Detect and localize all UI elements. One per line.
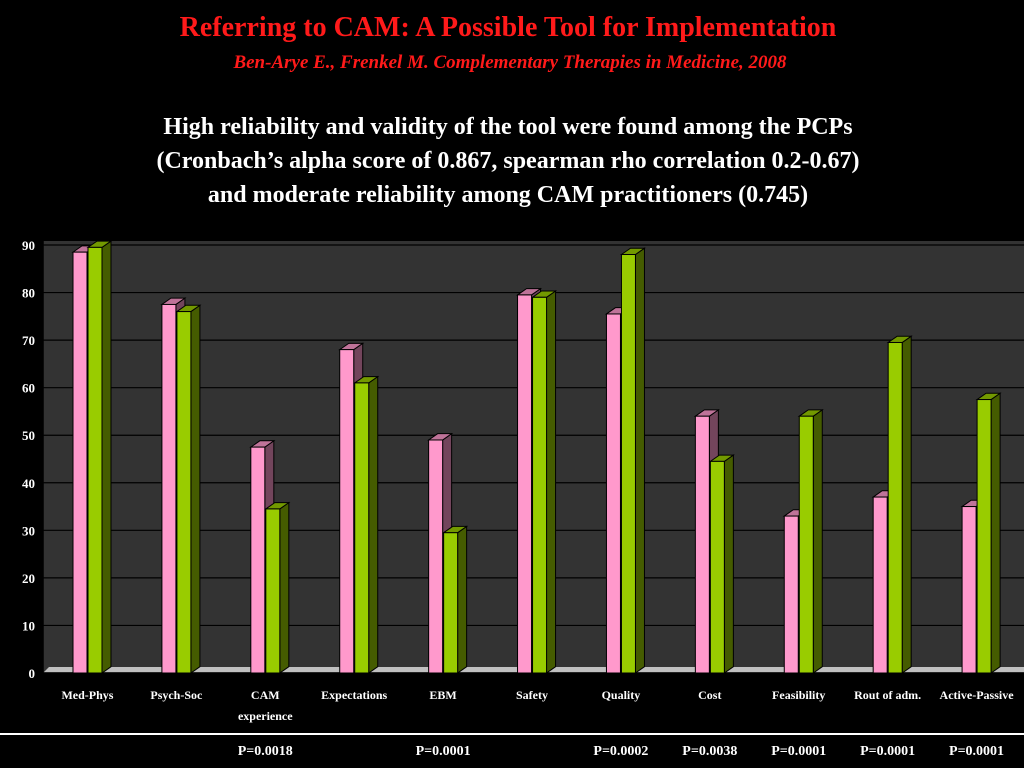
y-tick-label: 0 — [29, 666, 36, 681]
bar — [265, 508, 281, 674]
p-value: P=0.0002 — [593, 744, 649, 759]
p-value: P=0.0001 — [771, 744, 827, 759]
bar-side — [723, 454, 734, 674]
x-tick-label: Rout of adm. — [854, 688, 921, 702]
bar — [532, 296, 548, 674]
p-value: P=0.0001 — [415, 744, 471, 759]
bar — [961, 506, 977, 674]
description-text: High reliability and validity of the too… — [0, 110, 1016, 212]
bar-side — [546, 290, 557, 674]
bar-side — [368, 375, 379, 674]
y-tick-label: 90 — [22, 238, 35, 253]
bar-side — [279, 501, 290, 674]
bar — [872, 496, 888, 674]
y-tick-label: 80 — [22, 286, 35, 301]
bar — [694, 415, 710, 674]
x-tick-label: Expectations — [321, 688, 387, 702]
bar — [783, 515, 799, 674]
description-line: (Cronbach’s alpha score of 0.867, spearm… — [156, 148, 860, 174]
bar — [72, 251, 88, 674]
bar — [620, 254, 636, 674]
description-line: and moderate reliability among CAM pract… — [207, 182, 809, 208]
bar — [443, 532, 459, 674]
y-tick-label: 40 — [22, 476, 35, 491]
p-value: P=0.0001 — [949, 744, 1005, 759]
x-tick-label: EBM — [429, 688, 456, 702]
y-tick-label: 20 — [22, 571, 35, 586]
x-tick-label: Safety — [516, 688, 548, 702]
p-value: P=0.0001 — [860, 744, 916, 759]
y-tick-label: 30 — [22, 523, 35, 538]
bar-side — [990, 392, 1001, 674]
bar — [354, 382, 370, 674]
p-value: P=0.0038 — [682, 744, 738, 759]
p-value: P=0.0018 — [237, 744, 293, 759]
p-value-row: P=0.0018 P=0.0001 P=0.0002 P=0.0038 P=0.0001… — [0, 744, 1024, 764]
bar-side — [190, 304, 201, 674]
bar-side — [634, 247, 645, 674]
bar — [87, 246, 103, 674]
bar — [176, 311, 192, 674]
x-tick-label: Quality — [602, 688, 641, 702]
x-tick-label: Feasibility — [772, 688, 825, 702]
bar — [976, 399, 992, 674]
x-tick-label: CAM — [251, 688, 280, 702]
x-tick-label: experience — [238, 709, 293, 723]
bar — [887, 341, 903, 674]
bar-side — [901, 335, 912, 674]
x-tick-label: Active-Passive — [940, 688, 1015, 702]
bar — [517, 294, 533, 674]
citation-subtitle: Ben-Arye E., Frenkel M. Complementary Th… — [233, 52, 787, 73]
description-line: High reliability and validity of the too… — [163, 114, 853, 140]
y-tick-label: 10 — [22, 618, 35, 633]
y-tick-label: 50 — [22, 428, 35, 443]
bar — [605, 313, 621, 674]
y-tick-label: 70 — [22, 333, 35, 348]
bar — [798, 415, 814, 674]
bar — [428, 439, 444, 674]
x-tick-label: Med-Phys — [61, 688, 113, 702]
bar-side — [812, 408, 823, 674]
bar — [339, 349, 355, 674]
bar — [250, 446, 266, 674]
y-tick-label: 60 — [22, 381, 35, 396]
x-tick-label: Psych-Soc — [150, 688, 203, 702]
bar-side — [457, 525, 468, 674]
slide-title: Referring to CAM: A Possible Tool for Im… — [179, 12, 837, 43]
bar — [709, 460, 725, 674]
bar — [161, 303, 177, 674]
x-tick-label: Cost — [698, 688, 721, 702]
bar-side — [101, 240, 112, 674]
bar-chart: 0 10 20 30 40 50 60 70 80 90 Med-Phys Psych-Soc CAM e… — [0, 233, 1024, 735]
